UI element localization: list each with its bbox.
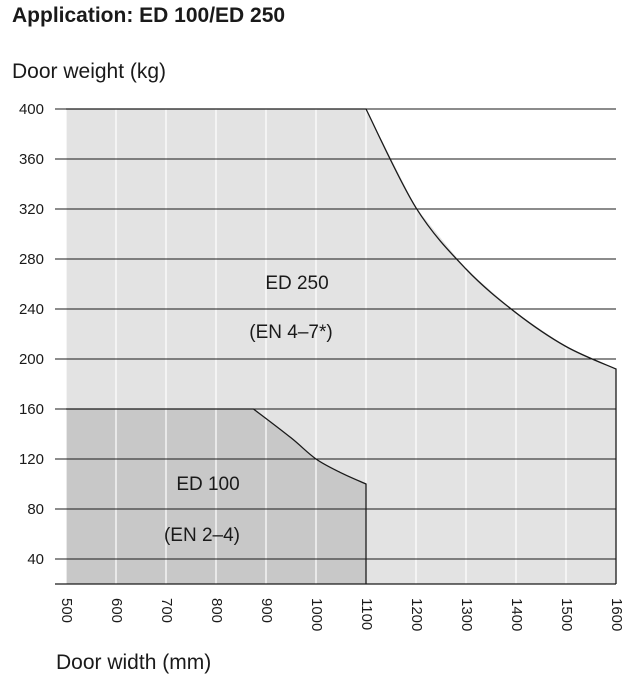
y-tick-label: 200 — [19, 351, 44, 368]
x-tick-label: 700 — [158, 598, 175, 623]
y-tick-label: 400 — [19, 101, 44, 118]
x-tick-label: 1300 — [458, 598, 475, 631]
x-axis-label: Door width (mm) — [56, 651, 212, 674]
y-tick-label: 160 — [19, 401, 44, 418]
x-tick-label: 1500 — [558, 598, 575, 631]
x-tick-label: 800 — [208, 598, 225, 623]
y-tick-label: 240 — [19, 301, 44, 318]
ed-100-label: ED 100 — [176, 474, 239, 495]
x-tick-label: 600 — [108, 598, 125, 623]
x-tick-label: 1600 — [608, 598, 625, 631]
y-tick-label: 320 — [19, 201, 44, 218]
ed-250-label: ED 250 — [265, 273, 328, 294]
x-tick-label: 1200 — [408, 598, 425, 631]
ed-100-sublabel: (EN 2–4) — [164, 525, 240, 546]
y-tick-label: 40 — [27, 551, 44, 568]
x-tick-label: 1400 — [508, 598, 525, 631]
ed-250-boundary — [66, 108, 617, 584]
y-tick-label: 360 — [19, 151, 44, 168]
ed-100-boundary — [66, 408, 367, 584]
y-axis-label: Door weight (kg) — [12, 60, 167, 83]
y-tick-label: 120 — [19, 451, 44, 468]
x-tick-label: 500 — [58, 598, 75, 623]
x-tick-label: 900 — [258, 598, 275, 623]
chart-title: Application: ED 100/ED 250 — [12, 4, 286, 27]
y-tick-label: 280 — [19, 251, 44, 268]
x-tick-label: 1100 — [358, 598, 375, 630]
ed-250-sublabel: (EN 4–7*) — [249, 322, 332, 343]
y-tick-label: 80 — [27, 501, 44, 518]
x-tick-label: 1000 — [308, 598, 325, 631]
